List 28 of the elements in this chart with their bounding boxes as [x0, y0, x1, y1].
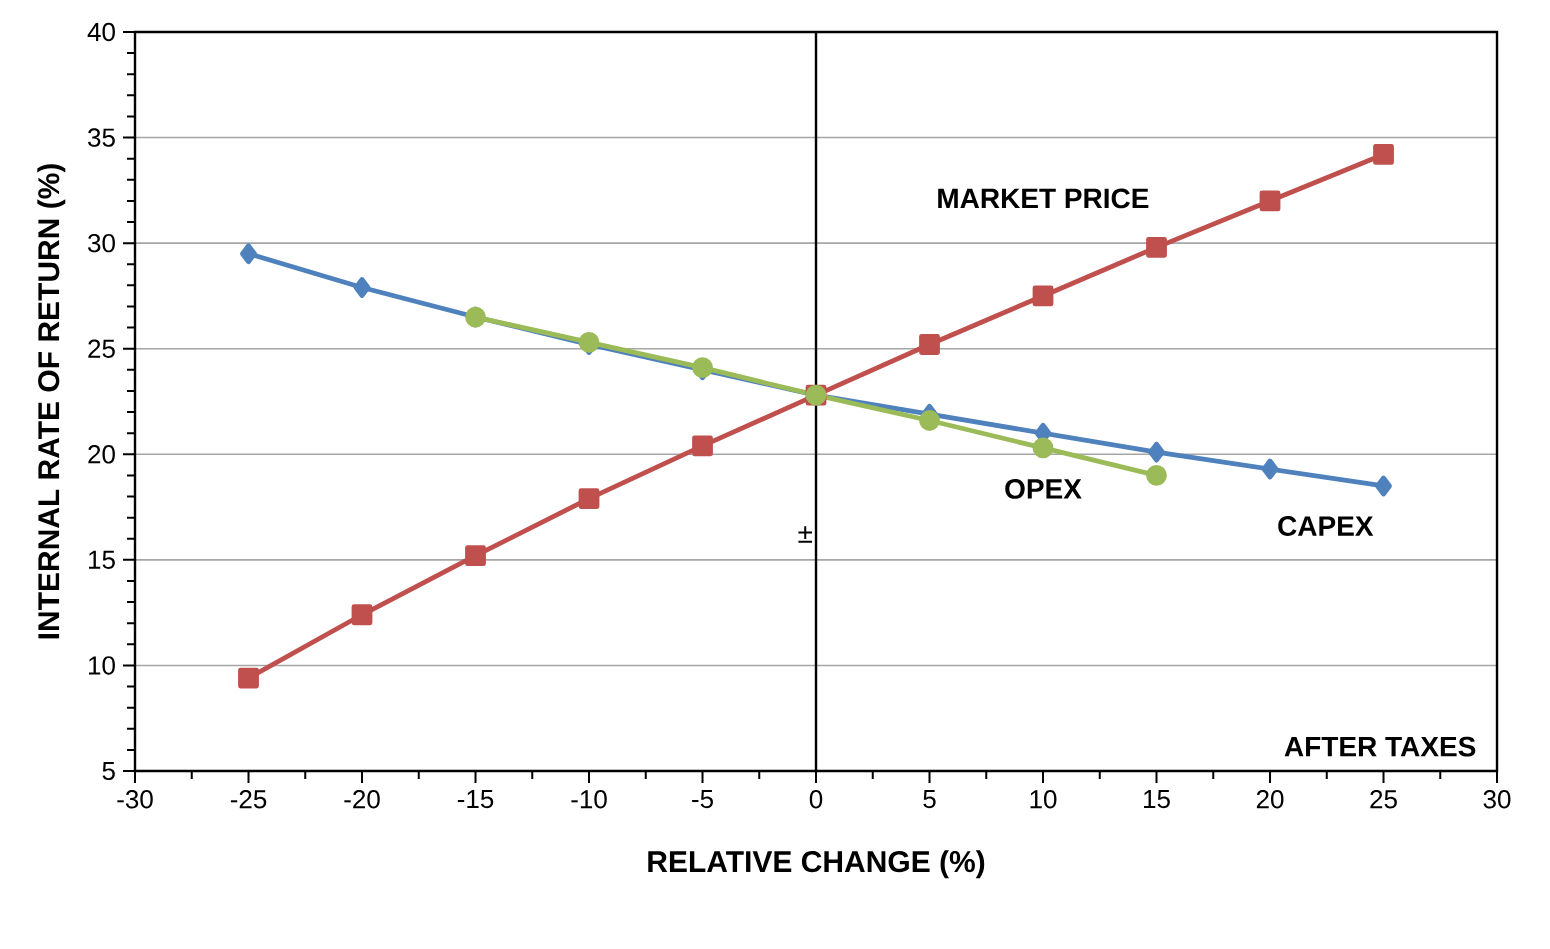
series-label: OPEX [1005, 478, 1082, 499]
y-tick-label: 15 [89, 550, 115, 569]
series-label: CAPEX [1278, 516, 1374, 536]
x-tick-label: 25 [1370, 790, 1397, 809]
series-label: MARKET PRICE [938, 188, 1149, 209]
x-tick-label: 0 [809, 790, 823, 809]
x-tick-label: -15 [457, 790, 494, 809]
y-axis-title: INTERNAL RATE OF RETURN (%) [37, 164, 66, 639]
y-tick-label: 30 [88, 233, 115, 253]
y-tick-label: 40 [87, 22, 115, 42]
x-tick-label: -20 [344, 790, 380, 809]
annotation: AFTER TAXES [1284, 736, 1476, 757]
x-tick-label: 15 [1144, 790, 1170, 809]
y-tick-label: 35 [88, 128, 115, 147]
x-tick-label: 5 [923, 790, 936, 809]
y-tick-label: 10 [89, 656, 115, 675]
x-axis-title: RELATIVE CHANGE (%) [648, 850, 985, 879]
x-tick-label: 20 [1256, 790, 1284, 809]
y-tick-label: 25 [88, 339, 115, 358]
x-tick-label: 30 [1483, 790, 1511, 809]
x-tick-label: -10 [571, 790, 607, 809]
annotation: ± [798, 526, 813, 543]
x-tick-label: 10 [1030, 790, 1057, 809]
y-tick-label: 20 [88, 445, 115, 464]
y-tick-label: 5 [102, 761, 115, 781]
x-tick-label: -5 [692, 790, 713, 809]
x-tick-label: -25 [230, 790, 267, 809]
x-tick-label: -30 [117, 790, 153, 809]
